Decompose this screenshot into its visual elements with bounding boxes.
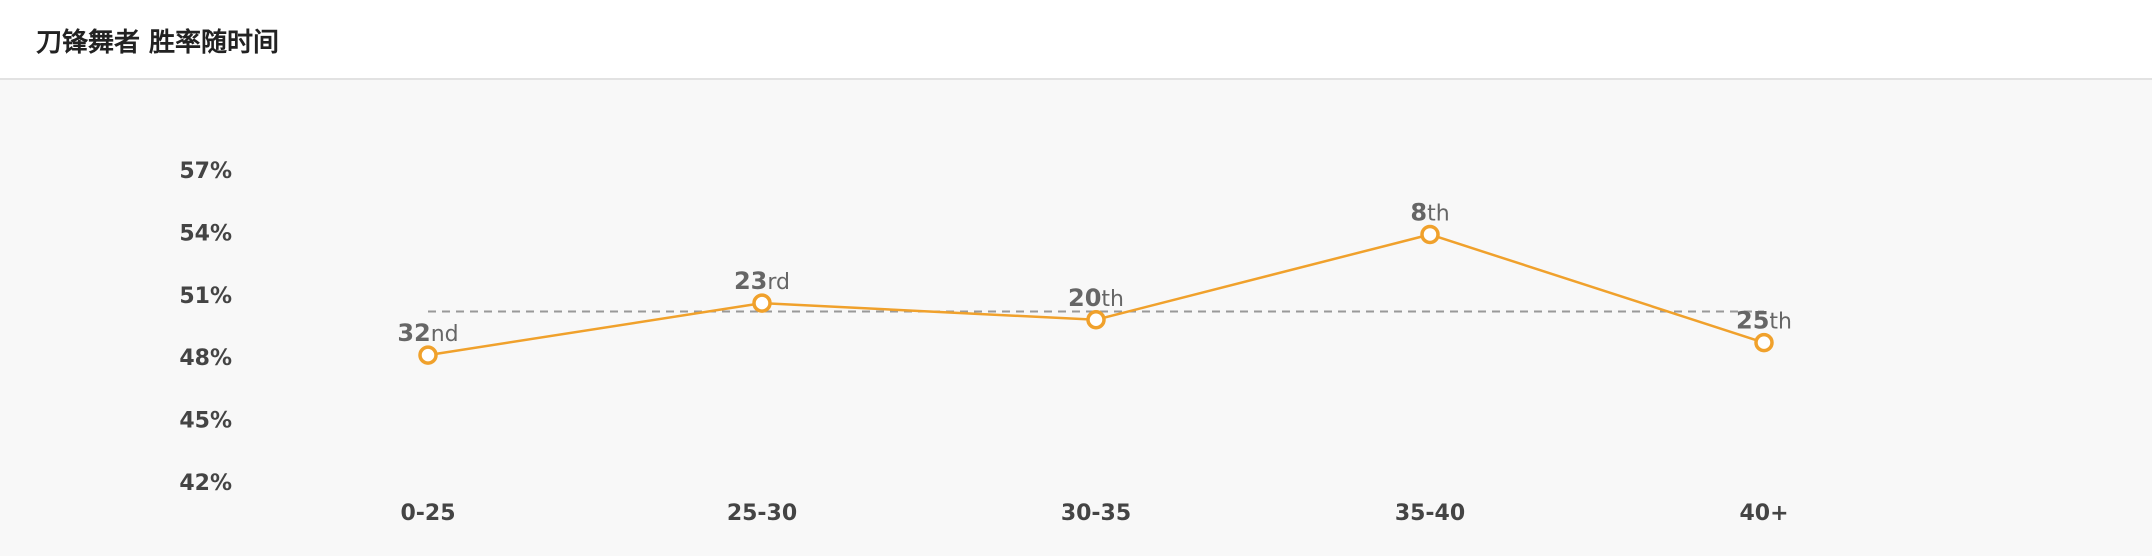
rank-label: 23rd (734, 267, 790, 295)
data-point-marker[interactable] (418, 345, 438, 365)
panel-header: 刀锋舞者 胜率随时间 (0, 0, 2152, 80)
y-tick-label: 57% (179, 159, 232, 184)
rank-label: 25th (1736, 307, 1792, 335)
x-tick-label: 40+ (1739, 501, 1788, 526)
y-tick-label: 48% (179, 346, 232, 371)
win-rate-line-chart: 57% 54% 51% 48% 45% 42% 0-25 25-30 30-35 35-40 40… (179, 159, 1792, 526)
page-title: 刀锋舞者 胜率随时间 (36, 28, 280, 58)
y-tick-label: 54% (179, 221, 232, 246)
y-tick-label: 51% (179, 284, 232, 309)
x-tick-label: 30-35 (1061, 501, 1131, 526)
rank-label: 8th (1410, 198, 1449, 226)
data-point-marker[interactable] (1754, 332, 1774, 353)
x-tick-label: 0-25 (400, 501, 455, 526)
y-tick-label: 42% (179, 471, 232, 496)
x-tick-label: 35-40 (1395, 501, 1465, 526)
y-tick-label: 45% (179, 409, 232, 434)
data-point-marker[interactable] (1420, 224, 1440, 245)
data-point-marker[interactable] (1086, 310, 1106, 330)
x-tick-label: 25-30 (727, 501, 797, 526)
data-point-marker[interactable] (752, 293, 772, 313)
rank-label: 32nd (397, 319, 458, 347)
rank-label: 20th (1068, 284, 1124, 312)
chart-area: 57% 54% 51% 48% 45% 42% 0-25 25-30 30-35 35-40 40… (0, 80, 2152, 556)
